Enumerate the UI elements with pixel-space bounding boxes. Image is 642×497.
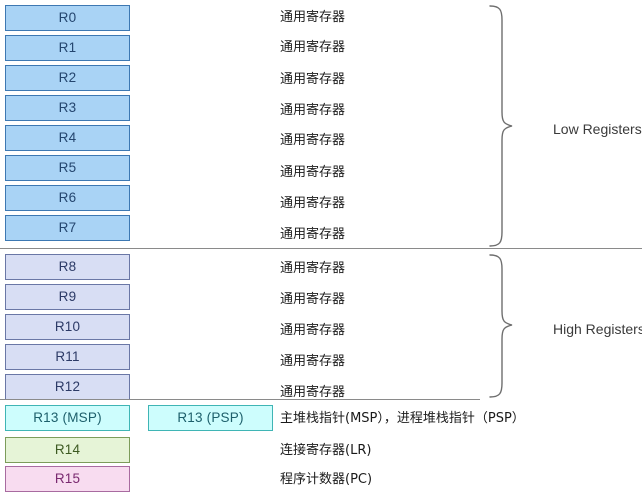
register-label: R8 [58,259,77,275]
register-description-r4: 通用寄存器 [280,133,346,148]
register-label: R5 [58,160,77,176]
group-label-high-registers: High Registers [553,321,642,337]
register-description-r11: 通用寄存器 [280,354,346,369]
register-box-r11[interactable]: R11 [5,344,130,370]
register-box-r7[interactable]: R7 [5,215,130,241]
low-registers-brace-icon [488,4,520,248]
group-label-low-registers: Low Registers [553,121,642,137]
register-label: R9 [58,289,77,305]
register-box-r14[interactable]: R14 [5,437,130,463]
register-box-r12[interactable]: R12 [5,374,130,400]
register-label: R4 [58,130,77,146]
register-label: R2 [58,70,77,86]
register-description-r8: 通用寄存器 [280,261,346,276]
register-description-r15: 程序计数器(PC) [280,472,373,487]
high-registers-brace-icon [488,253,520,399]
register-description-r3: 通用寄存器 [280,103,346,118]
register-label: R14 [54,442,81,458]
register-description-r6: 通用寄存器 [280,196,346,211]
register-label: R1 [58,40,77,56]
register-description-r9: 通用寄存器 [280,292,346,307]
register-description-r13: 主堆栈指针(MSP），进程堆栈指针（PSP） [280,411,525,426]
register-label: R10 [54,319,81,335]
register-label: R13 (MSP) [33,410,102,426]
register-box-r3[interactable]: R3 [5,95,130,121]
register-label: R3 [58,100,77,116]
register-box-r4[interactable]: R4 [5,125,130,151]
section-separator-high-special [0,399,480,400]
register-box-r10[interactable]: R10 [5,314,130,340]
register-label: R6 [58,190,77,206]
register-description-r12: 通用寄存器 [280,385,346,400]
register-box-r13-psp[interactable]: R13 (PSP) [148,405,273,431]
register-description-r5: 通用寄存器 [280,165,346,180]
register-box-r6[interactable]: R6 [5,185,130,211]
register-box-r13-msp[interactable]: R13 (MSP) [5,405,130,431]
register-label: R11 [55,349,80,365]
register-description-r2: 通用寄存器 [280,72,346,87]
register-box-r1[interactable]: R1 [5,35,130,61]
register-label: R13 (PSP) [177,410,244,426]
register-description-r10: 通用寄存器 [280,323,346,338]
register-label: R15 [54,471,81,487]
register-box-r9[interactable]: R9 [5,284,130,310]
register-description-r14: 连接寄存器(LR) [280,443,372,458]
register-description-r0: 通用寄存器 [280,10,346,25]
register-description-r7: 通用寄存器 [280,227,346,242]
register-box-r15[interactable]: R15 [5,466,130,492]
register-box-r2[interactable]: R2 [5,65,130,91]
register-box-r8[interactable]: R8 [5,254,130,280]
register-description-r1: 通用寄存器 [280,40,346,55]
register-label: R0 [58,10,77,26]
register-label: R7 [58,220,77,236]
register-label: R12 [54,379,81,395]
register-box-r5[interactable]: R5 [5,155,130,181]
register-box-r0[interactable]: R0 [5,5,130,31]
section-separator-low-high [0,248,642,249]
